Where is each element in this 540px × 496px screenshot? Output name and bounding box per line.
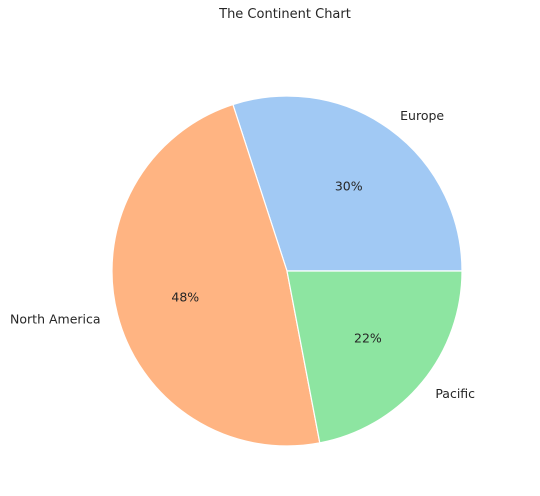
pct-label-europe: 30% (335, 179, 363, 194)
pct-label-north-america: 48% (171, 290, 199, 305)
pct-label-pacific: 22% (354, 330, 382, 345)
slice-label-pacific: Pacific (435, 386, 475, 401)
pie-slices (111, 95, 463, 447)
pie-slice-pacific (286, 270, 463, 444)
pie-slice-north-america (111, 103, 321, 447)
chart-title: The Continent Chart (218, 7, 351, 22)
pie-slice-europe (232, 95, 463, 272)
pie-labels: 30% Europe 48% North America 22% Pacific (10, 108, 475, 401)
slice-label-north-america: North America (10, 311, 101, 326)
slice-label-europe: Europe (400, 108, 444, 123)
